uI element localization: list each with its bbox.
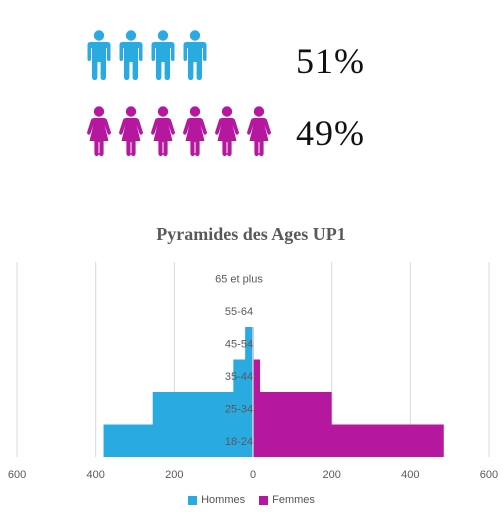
male-person-icon xyxy=(119,30,143,80)
category-label: 65 et plus xyxy=(215,273,263,285)
category-label: 18-24 xyxy=(225,436,253,448)
legend-item-hommes: Hommes xyxy=(188,494,245,506)
category-label: 35-44 xyxy=(225,371,253,383)
bar-hommes-18-24 xyxy=(103,424,254,457)
bar-femmes-18-24 xyxy=(253,424,444,457)
category-label: 45-54 xyxy=(225,338,253,350)
bar-hommes-35-44 xyxy=(233,359,253,392)
legend-label-hommes: Hommes xyxy=(201,494,246,506)
legend-label-femmes: Femmes xyxy=(272,494,315,506)
bar-hommes-25-34 xyxy=(152,392,253,425)
legend-swatch-femmes xyxy=(259,495,269,505)
female-person-icon xyxy=(215,106,239,156)
x-tick-label: 200 xyxy=(322,469,340,481)
chart-legend: Hommes Femmes xyxy=(0,494,503,506)
x-tick-label: 400 xyxy=(87,469,105,481)
chart-title: Pyramides des Ages UP1 xyxy=(156,224,345,244)
female-person-icon xyxy=(247,106,271,156)
bar-femmes-25-34 xyxy=(253,392,332,425)
legend-swatch-hommes xyxy=(188,495,198,505)
bar-femmes-35-44 xyxy=(253,359,261,392)
x-tick-label: 200 xyxy=(165,469,183,481)
population-pyramid-chart: Pyramides des Ages UP1 600 400 200 0 200 400 60… xyxy=(8,224,498,481)
category-label: 25-34 xyxy=(225,403,253,415)
female-person-icon xyxy=(183,106,207,156)
men-percentage: 51% xyxy=(296,41,365,81)
female-person-icon xyxy=(87,106,111,156)
male-person-icon xyxy=(87,30,111,80)
female-person-icon xyxy=(151,106,175,156)
legend-item-femmes: Femmes xyxy=(259,494,315,506)
male-person-icon xyxy=(183,30,207,80)
category-label: 55-64 xyxy=(225,306,253,318)
x-tick-label: 0 xyxy=(250,469,256,481)
men-icons-row xyxy=(86,30,208,80)
female-person-icon xyxy=(119,106,143,156)
x-tick-label: 600 xyxy=(480,469,498,481)
women-icons-row xyxy=(86,106,272,156)
male-person-icon xyxy=(151,30,175,80)
women-percentage: 49% xyxy=(296,113,365,153)
x-tick-label: 400 xyxy=(401,469,419,481)
bar-hommes-45-54 xyxy=(245,327,253,360)
x-tick-label: 600 xyxy=(8,469,26,481)
